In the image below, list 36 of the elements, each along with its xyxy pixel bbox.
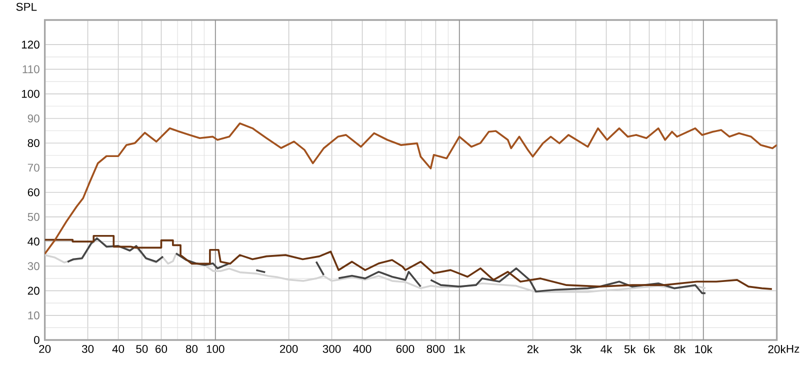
x-tick-label: 400 [353, 344, 372, 353]
x-axis-title: Hz [786, 344, 800, 353]
y-tick-label: 50 [28, 212, 40, 221]
x-tick-label: 40 [112, 344, 124, 353]
y-tick-label: 0 [34, 336, 40, 344]
x-tick-label: 2k [527, 344, 539, 354]
x-tick-label: 5k [624, 344, 636, 354]
x-tick-label: 800 [426, 344, 445, 353]
y-tick-label: 20 [28, 286, 40, 295]
y-tick-label: 60 [28, 188, 40, 196]
y-tick-label: 110 [22, 65, 40, 74]
y-axis-title: SPL [16, 2, 37, 11]
y-tick-label: 70 [28, 164, 40, 172]
x-tick-label: 50 [136, 344, 148, 353]
x-tick-label: 600 [396, 344, 414, 353]
x-tick-label: 20 [39, 344, 51, 353]
x-tick-label: 3k [570, 344, 582, 354]
x-tick-label: 6k [644, 344, 656, 354]
x-tick-label: 80 [186, 344, 198, 353]
x-tick-label: 1k [454, 344, 466, 354]
y-tick-label: 100 [22, 90, 40, 98]
x-tick-label: 20k [768, 344, 786, 354]
y-tick-label: 90 [28, 114, 40, 122]
x-tick-label: 10k [695, 344, 712, 354]
x-tick-label: 300 [322, 344, 341, 353]
y-tick-label: 120 [22, 40, 40, 49]
x-tick-label: 4k [600, 344, 612, 354]
x-tick-label: 60 [156, 344, 168, 353]
y-tick-label: 30 [28, 262, 40, 270]
x-tick-label: 8k [674, 344, 686, 354]
x-tick-label: 100 [206, 344, 224, 353]
x-tick-label: 30 [82, 344, 94, 353]
y-tick-label: 80 [28, 139, 40, 148]
y-tick-label: 40 [28, 238, 40, 246]
y-tick-label: 10 [28, 311, 40, 320]
x-tick-label: 200 [280, 344, 298, 353]
